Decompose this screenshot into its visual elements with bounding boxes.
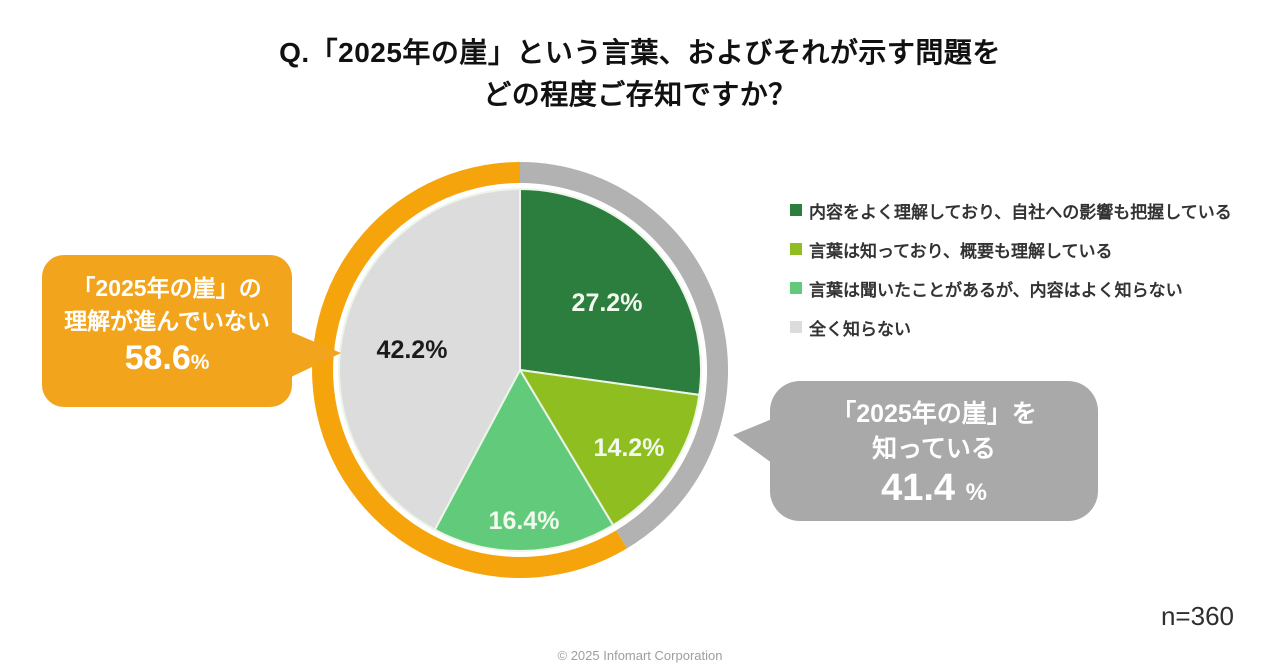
legend-swatch-icon	[790, 321, 802, 333]
callout-value-number: 41.4	[881, 467, 956, 509]
callout-line-2: 知っている	[872, 435, 996, 463]
ring-segment-aware	[520, 162, 729, 549]
legend-label: 内容をよく理解しており、自社への影響も把握している	[809, 202, 1232, 222]
legend-item-well-understood: 内容をよく理解しており、自社への影響も把握している	[790, 197, 1232, 223]
copyright-text: © 2025 Infomart Corporation	[557, 648, 723, 663]
legend-swatch-icon	[790, 243, 802, 255]
callout-line-1: 「2025年の崖」の	[72, 275, 262, 301]
callout-value-unit: %	[965, 479, 987, 506]
legend-label: 全く知らない	[809, 319, 911, 339]
legend-label: 言葉は聞いたことがあるが、内容はよく知らない	[809, 280, 1183, 300]
legend-swatch-icon	[790, 204, 802, 216]
pie-slice-know-outline	[519, 369, 701, 527]
sample-size-label: n=360	[1160, 601, 1234, 631]
callout-value: 58.6%	[42, 339, 292, 378]
pie-label-heard-only: 16.4%	[489, 507, 560, 535]
callout-value-number: 58.6	[124, 338, 191, 377]
title-line-1: Q.「2025年の崖」という言葉、およびそれが示す問題を	[279, 37, 1001, 68]
legend-item-know-outline: 言葉は知っており、概要も理解している	[790, 236, 1232, 262]
pie-slice-well-understood	[519, 188, 702, 396]
callout-line-2: 理解が進んでいない	[64, 308, 270, 335]
legend-swatch-icon	[790, 282, 802, 294]
chart-legend: 内容をよく理解しており、自社への影響も把握している 言葉は知っており、概要も理解…	[790, 197, 1232, 353]
callout-value: 41.4 %	[770, 467, 1098, 511]
legend-item-dont-know: 全く知らない	[790, 314, 1232, 340]
title-line-2: どの程度ご存知ですか？	[483, 79, 797, 110]
legend-label: 言葉は知っており、概要も理解している	[809, 241, 1113, 261]
pie-label-well-understood: 27.2%	[572, 289, 643, 317]
pie-slice-dont-know	[338, 188, 521, 531]
callout-not-understood: 「2025年の崖」の 理解が進んでいない 58.6%	[42, 255, 341, 407]
pie-chart: 27.2% 14.2% 16.4% 42.2%	[312, 162, 729, 578]
callout-aware: 「2025年の崖」を 知っている 41.4 %	[733, 381, 1098, 521]
callout-line-1: 「2025年の崖」を	[831, 400, 1037, 428]
pie-label-dont-know: 42.2%	[377, 336, 448, 364]
page-title: Q.「2025年の崖」という言葉、およびそれが示す問題を どの程度ご存知ですか？	[0, 32, 1280, 116]
callout-tail-right-icon	[289, 331, 341, 378]
pie-slice-heard-only	[433, 369, 615, 552]
legend-item-heard-only: 言葉は聞いたことがあるが、内容はよく知らない	[790, 275, 1232, 301]
callout-value-unit: %	[190, 350, 210, 374]
pie-label-know-outline: 14.2%	[594, 434, 665, 462]
callout-tail-left-icon	[733, 419, 772, 463]
